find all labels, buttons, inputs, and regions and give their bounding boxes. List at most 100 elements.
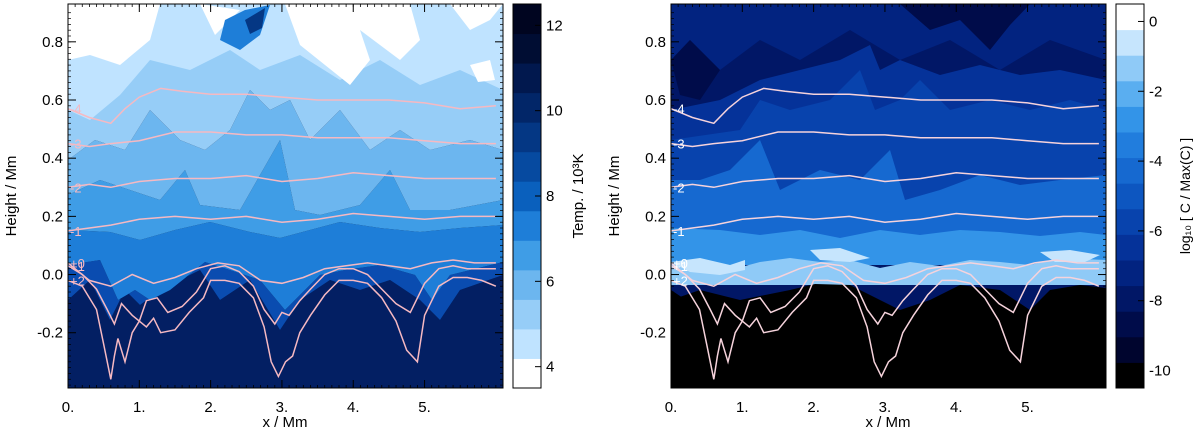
contribution-colorbar-tick-label: -4 <box>1149 153 1162 170</box>
contribution-x-tick-label: 1. <box>736 399 749 416</box>
temperature-contour-label: -4 <box>70 102 82 117</box>
contribution-contour-label: +0 <box>673 256 688 271</box>
contribution-colorbar-band <box>1116 260 1144 287</box>
temperature-x-axis-label: x / Mm <box>263 414 308 431</box>
temperature-y-tick-label: -0.2 <box>37 325 63 342</box>
temperature-colorbar-band <box>513 210 541 241</box>
temperature-contour-line <box>68 276 497 380</box>
contribution-x-tick-label: 0. <box>665 399 678 416</box>
temperature-colorbar-band <box>513 4 541 35</box>
temperature-x-tick-label: 4. <box>347 399 360 416</box>
temperature-contour-label: -1 <box>70 224 82 239</box>
contribution-contour-line <box>671 276 1100 380</box>
temperature-contour-map: -4 -3 -2 -1 +0+1+2 <box>68 4 503 388</box>
contribution-contour-line <box>671 171 1099 189</box>
contribution-colorbar-band <box>1116 311 1144 338</box>
temperature-contour-line <box>68 131 496 148</box>
temperature-contour-line <box>68 87 496 125</box>
contribution-plot-frame <box>670 3 1107 389</box>
temperature-panel: -4-3-2-1+0+1+2 0. 1. 2. 3. 4. 5. -0.20.00.20.… <box>3 3 504 431</box>
temperature-contour-label: +2 <box>70 273 85 288</box>
temperature-x-tick-label: 2. <box>204 399 217 416</box>
temperature-colorbar-tick-label: 6 <box>546 273 554 290</box>
contribution-contour-line <box>671 212 1099 232</box>
contribution-panel: -4-3-2-1+0+1+2 0. 1. 2. 3. 4. 5. -0.20.00.20.… <box>606 3 1107 431</box>
temperature-contour-line <box>68 265 496 326</box>
contribution-y-tick-label: 0.0 <box>645 267 666 284</box>
temperature-colorbar-band <box>513 240 541 271</box>
contribution-contour-map: -4 -3 -2 -1 +0+1+2 <box>671 4 1106 388</box>
temperature-x-axis: 0. 1. 2. 3. 4. 5. <box>62 4 497 416</box>
temperature-y-tick-label: 0.6 <box>42 92 63 109</box>
temperature-contour-label: -3 <box>70 137 82 152</box>
contribution-colorbar-band <box>1116 157 1144 184</box>
contribution-colorbar-tick-label: -8 <box>1149 293 1162 310</box>
contribution-colorbar-band <box>1116 234 1144 261</box>
contribution-x-tick-label: 3. <box>879 399 892 416</box>
temperature-colorbar: 4 6 8 10 12 Temp. / 10³K <box>512 3 587 389</box>
temperature-colorbar-tick-label: 8 <box>546 188 554 205</box>
temperature-colorbar-label: Temp. / 10³K <box>570 153 587 238</box>
temperature-y-axis-label: Height / Mm <box>3 156 20 237</box>
temperature-contour-line <box>68 212 496 232</box>
contribution-colorbar-band <box>1116 132 1144 159</box>
contribution-colorbar-label: log₁₀ [ C / Max(C) ] <box>1177 138 1193 254</box>
temperature-colorbar-tick-label: 12 <box>546 17 563 34</box>
temperature-colorbar-band <box>513 151 541 182</box>
contribution-contour-line <box>671 87 1099 125</box>
contribution-x-tick-label: 5. <box>1021 399 1034 416</box>
contribution-x-axis: 0. 1. 2. 3. 4. 5. <box>665 4 1100 416</box>
contribution-contour-label: -1 <box>673 224 685 239</box>
contribution-x-axis-label: x / Mm <box>866 414 911 431</box>
contribution-contour-label: -4 <box>673 102 685 117</box>
contribution-colorbar-band <box>1116 29 1144 56</box>
contribution-y-tick-label: 0.6 <box>645 92 666 109</box>
temperature-contour-lines: -4 -3 -2 -1 +0+1+2 <box>68 87 497 380</box>
contribution-colorbar-band <box>1116 4 1144 31</box>
contribution-y-axis-label: Height / Mm <box>606 156 623 237</box>
contribution-colorbar-band <box>1116 362 1144 389</box>
contribution-contour-line <box>671 265 1099 326</box>
temperature-colorbar-band <box>513 92 541 123</box>
temperature-plot-frame <box>67 3 504 389</box>
temperature-x-tick-label: 3. <box>276 399 289 416</box>
temperature-colorbar-band <box>513 328 541 359</box>
temperature-contour-label: +0 <box>70 256 85 271</box>
temperature-colorbar-tick-label: 10 <box>546 103 563 120</box>
contribution-x-tick-label: 4. <box>950 399 963 416</box>
temperature-x-tick-label: 0. <box>62 399 75 416</box>
contribution-contour-label: +2 <box>673 273 688 288</box>
temperature-colorbar-tick-label: 4 <box>546 359 554 376</box>
temperature-contour-line <box>68 171 496 189</box>
contribution-colorbar-band <box>1116 106 1144 133</box>
temperature-y-tick-label: 0.2 <box>42 208 63 225</box>
contribution-y-tick-label: 0.8 <box>645 34 666 51</box>
temperature-colorbar-band <box>513 33 541 64</box>
contribution-colorbar-band <box>1116 336 1144 363</box>
contribution-colorbar: -10 -8 -6 -4 -2 0 log₁₀ [ C / Max(C) ] <box>1115 3 1193 389</box>
contribution-y-tick-label: -0.2 <box>640 325 666 342</box>
temperature-contour-line <box>68 259 496 288</box>
temperature-y-tick-label: 0.8 <box>42 34 63 51</box>
temperature-y-tick-label: 0.0 <box>42 267 63 284</box>
temperature-y-axis: -0.2 0.0 0.2 0.4 0.6 0.8 <box>37 12 503 386</box>
contribution-contour-line <box>671 131 1099 148</box>
temperature-x-tick-label: 5. <box>418 399 431 416</box>
temperature-colorbar-band <box>513 269 541 300</box>
contribution-colorbar-tick-label: -10 <box>1149 363 1171 380</box>
temperature-contour-label: -2 <box>70 180 82 195</box>
temperature-x-tick-label: 1. <box>133 399 146 416</box>
contribution-colorbar-band <box>1116 285 1144 312</box>
temperature-colorbar-band <box>513 299 541 330</box>
temperature-colorbar-band <box>513 63 541 94</box>
contribution-y-tick-label: 0.2 <box>645 208 666 225</box>
contribution-contour-label: -2 <box>673 180 685 195</box>
contribution-colorbar-band <box>1116 183 1144 210</box>
contribution-colorbar-tick-label: -6 <box>1149 223 1162 240</box>
contribution-x-tick-label: 2. <box>807 399 820 416</box>
contribution-contour-lines: -4 -3 -2 -1 +0+1+2 <box>671 87 1100 380</box>
contribution-colorbar-tick-label: 0 <box>1149 13 1157 30</box>
temperature-colorbar-band <box>513 358 541 389</box>
contribution-y-tick-label: 0.4 <box>645 150 666 167</box>
